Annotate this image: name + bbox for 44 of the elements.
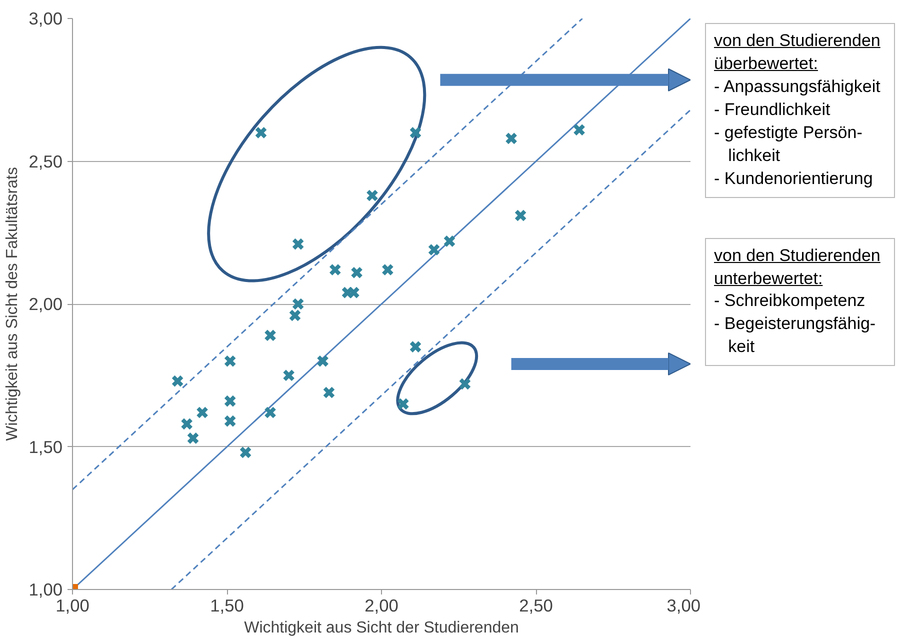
y-tick-label: 1,50 (28, 436, 63, 457)
y-axis-title: Wichtigkeit aus Sicht des Fakultätsrats (4, 167, 21, 441)
point (573, 124, 586, 136)
point (458, 378, 472, 390)
point (328, 263, 342, 276)
point (264, 329, 277, 342)
point (443, 234, 456, 248)
x-tick-label: 1,50 (210, 596, 244, 616)
point (288, 309, 302, 322)
point (350, 266, 364, 279)
y-tick-label: 3,00 (28, 8, 63, 28)
point (292, 298, 304, 310)
point (409, 340, 422, 354)
y-tick-label: 2,00 (28, 294, 63, 314)
point (171, 374, 184, 388)
point (366, 189, 378, 202)
point (224, 354, 236, 368)
point (505, 132, 518, 145)
point (396, 398, 410, 410)
point (514, 209, 527, 222)
point (239, 446, 252, 459)
point (224, 414, 236, 428)
point (264, 406, 277, 419)
x-tick-label: 2,00 (364, 596, 398, 616)
text: von den Studierenden unterbewertet: (714, 246, 880, 288)
point (292, 238, 304, 250)
point (322, 386, 336, 399)
x-tick-label: 3,00 (666, 596, 701, 616)
point (186, 432, 200, 444)
text: - Anpassungsfähigkeit - Freundlichkeit - gefestigte Persön- lichkeit - Kundenorientierung (714, 76, 880, 188)
point (196, 406, 209, 419)
point (282, 369, 296, 382)
point (254, 126, 268, 139)
point (428, 244, 440, 256)
point (409, 126, 422, 139)
point (381, 263, 394, 276)
text: von den Studierenden überbewertet: (714, 31, 880, 73)
point (224, 394, 236, 408)
point (316, 354, 330, 368)
x-tick-label: 2,50 (519, 596, 553, 616)
y-tick-label: 2,50 (28, 151, 63, 172)
x-axis-title: Wichtigkeit aus Sicht der Studierenden (244, 620, 519, 636)
text: - Schreibkompetenz - Begeisterungsfähig- keit (714, 291, 876, 356)
point (180, 418, 194, 430)
